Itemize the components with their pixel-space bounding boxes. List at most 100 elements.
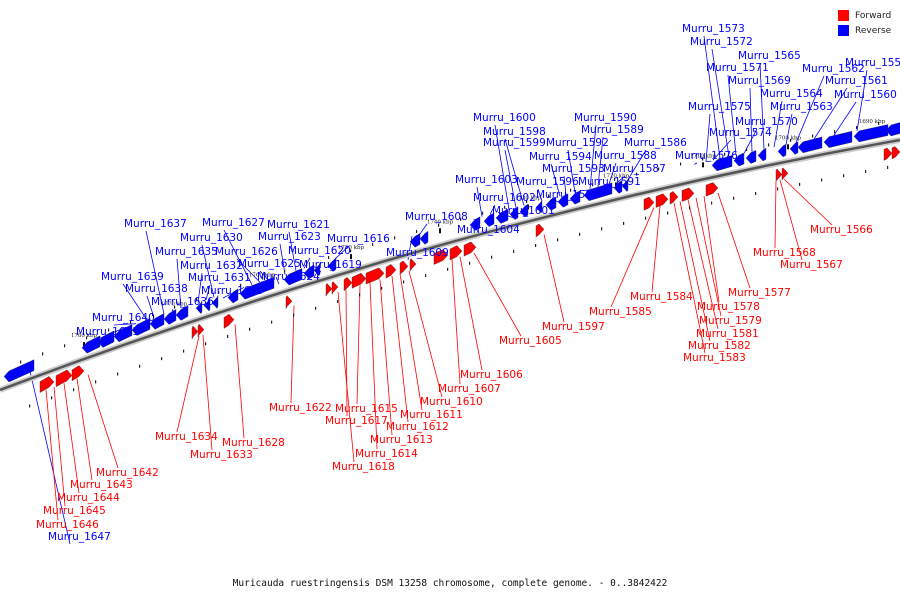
gene-label-Murru_1616: Murru_1616 [327,233,390,245]
feature-marker [205,342,207,346]
gene-label-Murru_1566: Murru_1566 [810,224,873,236]
gene-label-Murru_1602: Murru_1602 [473,192,536,204]
gene-Murru_1610-arrow [433,249,449,265]
leader-Murru_1584 [651,206,661,293]
gene-Murru_1592-arrow [495,208,509,224]
gene-Murru_1569-arrow [175,305,189,321]
gene-label-Murru_1563: Murru_1563 [770,101,833,113]
gene-label-Murru_1637: Murru_1637 [124,218,187,230]
leader-Murru_1599 [504,149,517,208]
feature-marker [42,352,44,356]
scale-tick-label: 1700 kbp [775,135,802,141]
feature-marker [51,396,53,400]
leader-Murru_1577 [717,192,751,289]
gene-label-Murru_1590: Murru_1590 [574,112,637,124]
gene-label-Murru_1623: Murru_1623 [258,231,321,243]
feature-marker [592,183,594,187]
gene-label-Murru_1638: Murru_1638 [125,283,188,295]
gene-label-Murru_1596: Murru_1596 [516,176,579,188]
leader-Murru_1625 [259,270,269,281]
feature-marker [108,328,110,332]
leader-Murru_1635 [176,258,182,309]
gene-Murru_1602-arrow [621,178,629,192]
forward-swatch [838,10,849,21]
leader-Murru_1631 [205,284,211,300]
leader-Murru_1566 [783,178,833,226]
feature-marker [284,269,286,273]
gene-label-Murru_1575: Murru_1575 [688,101,751,113]
leader-Murru_1603 [476,186,483,217]
leader-Murru_1564 [773,100,783,148]
leader-Murru_1615 [356,285,361,405]
leader-Murru_1575 [705,113,711,162]
gene-Murru_1586-arrow [313,262,321,277]
leader-Murru_1573 [703,35,721,159]
gene-label-Murru_1635: Murru_1635 [155,246,218,258]
feature-marker [570,188,572,192]
gene-Murru_1603-arrow [711,155,733,172]
feature-marker [249,327,251,331]
gene-Murru_1607-arrow [409,258,417,273]
gene-label-Murru_1581: Murru_1581 [696,328,759,340]
gene-Murru_1587-arrow [327,257,337,272]
feature-marker [636,172,638,176]
feature-marker [623,221,625,225]
gene-label-Murru_1641: Murru_1641 [76,326,139,338]
leader-Murru_1623 [279,243,286,275]
feature-marker [403,280,405,284]
gene-Murru_1615-arrow [655,193,669,208]
leader-Murru_1569 [749,87,753,152]
leader-Murru_1596 [537,188,543,202]
gene-label-Murru_1600: Murru_1600 [473,112,536,124]
feature-marker [834,130,836,134]
gene-label-Murru_1593: Murru_1593 [542,163,605,175]
leader-Murru_1597 [543,234,565,323]
scale-tick-mark [615,182,617,188]
gene-label-Murru_1634: Murru_1634 [155,431,218,443]
gene-Murru_1588-arrow [409,233,421,248]
gene-Murru_1571-arrow [203,297,211,312]
scale-tick-label: 1730 kbp [515,196,542,202]
feature-marker [658,167,660,171]
gene-label-Murru_1579: Murru_1579 [699,315,762,327]
gene-Murru_1582-arrow [325,282,333,297]
gene-label-Murru_1571: Murru_1571 [706,62,769,74]
feature-marker [878,121,880,125]
reverse-swatch [838,25,849,36]
leader-Murru_1610 [408,270,443,398]
leader-Murru_1562 [795,75,825,143]
gene-Murru_1606-arrow [399,260,409,275]
gene-label-Murru_1567: Murru_1567 [780,259,843,271]
gene-label-Murru_1640: Murru_1640 [92,312,155,324]
feature-marker [372,242,374,246]
gene-label-Murru_1603: Murru_1603 [455,174,518,186]
feature-marker [64,344,66,348]
leader-Murru_1602 [489,204,496,215]
gene-label-Murru_1639: Murru_1639 [101,271,164,283]
feature-marker [777,187,779,191]
feature-marker [262,276,264,280]
gene-label-Murru_1591: Murru_1591 [578,176,641,188]
gene-Murru_1634-arrow [883,147,893,161]
feature-marker [526,200,528,204]
feature-marker [240,283,242,287]
leader-Murru_1583 [673,202,706,354]
scale-tick-label: 1750 kbp [338,245,365,251]
feature-marker [337,300,339,304]
gene-label-Murru_1569: Murru_1569 [728,75,791,87]
gene-Murru_1590-arrow [469,216,481,231]
feature-marker [139,364,141,368]
feature-marker [73,388,75,392]
leader-Murru_1574 [712,139,732,161]
leader-Murru_1582 [679,201,711,342]
gene-label-Murru_1578: Murru_1578 [697,301,760,313]
feature-marker [812,134,814,138]
track-backbone [0,138,900,392]
scale-tick-label: 1710 kbp [690,153,717,159]
gene-Murru_1622-arrow [705,182,719,197]
leader-Murru_1592 [567,149,576,193]
gene-Murru_1595-arrow [535,199,543,214]
gene-Murru_1611-arrow [449,245,463,261]
leader-Murru_1598 [504,138,525,206]
gene-label-Murru_1598: Murru_1598 [483,126,546,138]
